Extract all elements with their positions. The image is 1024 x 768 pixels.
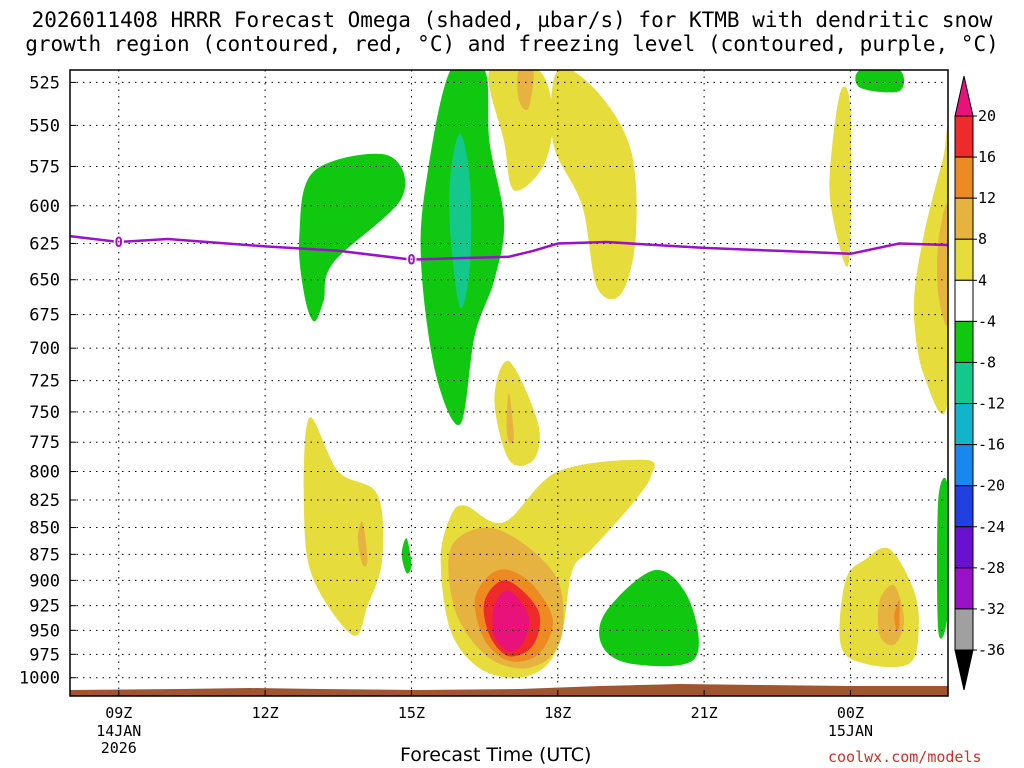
omega-region-pos20-21 — [492, 590, 530, 652]
x-tick-label-18Z: 18Z — [544, 704, 571, 722]
omega-region-pos4-13 — [494, 360, 540, 467]
plot-frame — [69, 69, 949, 697]
colorbar-label--16: -16 — [978, 436, 1005, 454]
colorbar-label--32: -32 — [978, 600, 1005, 618]
colorbar-legend: 20 16 12 8 4 -4 -8 -12 -16 -20 -24 -28 -32 -36 — [954, 75, 1005, 691]
freezing-label-bg — [113, 234, 124, 250]
y-tick-label-575: 575 — [29, 157, 60, 177]
colorbar-label--24: -24 — [978, 518, 1005, 536]
colorbar-label--28: -28 — [978, 559, 1005, 577]
omega-region-pos4-11 — [913, 124, 948, 415]
y-axis: 525 550 575 600 625 650 675 700 725 750 775 800 825 8… — [19, 73, 76, 689]
colorbar-label--20: -20 — [978, 477, 1005, 495]
y-tick-label-625: 625 — [29, 234, 60, 254]
freezing-label-bg — [406, 251, 417, 267]
colorbar-band-5 — [954, 279, 974, 322]
chart-title-line-2: growth region (contoured, red, °C) and f… — [25, 32, 999, 56]
omega-region-pos8-14 — [506, 393, 514, 444]
y-tick-label-725: 725 — [29, 372, 60, 392]
omega-region-neg12-2 — [449, 133, 472, 309]
omega-region-pos4-10 — [829, 86, 852, 267]
colorbar-band-3 — [954, 197, 974, 240]
y-tick-label-750: 750 — [29, 403, 60, 423]
omega-shaded-regions — [298, 70, 948, 678]
source-credit[interactable]: coolwx.com/models — [828, 748, 982, 766]
colorbar-band-7 — [954, 361, 974, 405]
y-tick-label-775: 775 — [29, 433, 60, 453]
colorbar-band-1 — [954, 115, 974, 158]
colorbar-label--8: -8 — [978, 353, 996, 371]
colorbar-label--36: -36 — [978, 641, 1005, 659]
colorbar-band-12 — [954, 567, 974, 610]
x-tick-label-12Z: 12Z — [252, 704, 279, 722]
omega-region-neg8-0 — [298, 153, 406, 322]
terrain-surface — [70, 684, 948, 696]
grid-lines — [70, 70, 948, 696]
x-tick-year-09Z: 2026 — [101, 739, 137, 757]
omega-region-neg8-4 — [599, 569, 699, 667]
omega-region-pos8-8 — [517, 70, 534, 111]
omega-region-neg8-5 — [401, 538, 412, 574]
colorbar-label-20: 20 — [978, 107, 996, 125]
colorbar-label-8: 8 — [978, 230, 987, 248]
colorbar-bottom-arrow — [954, 649, 974, 691]
freezing-level-line — [69, 234, 949, 261]
colorbar-label--12: -12 — [978, 395, 1005, 413]
colorbar-band-6 — [954, 320, 974, 363]
colorbar-band-10 — [954, 485, 974, 528]
colorbar-label-4: 4 — [978, 271, 987, 289]
x-tick-date-00Z: 15JAN — [828, 722, 873, 740]
y-tick-label-525: 525 — [29, 73, 60, 93]
x-tick-label-09Z: 09Z — [105, 704, 132, 722]
freezing-level-label: 0 — [407, 253, 415, 269]
y-tick-label-1000: 1000 — [19, 669, 60, 689]
y-tick-label-850: 850 — [29, 519, 60, 539]
x-tick-date-09Z: 14JAN — [96, 722, 141, 740]
omega-region-pos4-7 — [488, 70, 553, 191]
colorbar-label-12: 12 — [978, 189, 996, 207]
y-tick-label-800: 800 — [29, 463, 60, 483]
x-axis-title: Forecast Time (UTC) — [400, 744, 592, 766]
freezing-level-label: 0 — [115, 235, 123, 251]
x-tick-label-21Z: 21Z — [691, 704, 718, 722]
freezing-level-contour: 00 — [69, 234, 949, 269]
y-tick-label-950: 950 — [29, 621, 60, 641]
colorbar-band-9 — [954, 444, 974, 487]
y-tick-label-875: 875 — [29, 545, 60, 565]
omega-region-pos12-24 — [894, 600, 900, 631]
x-tick-label-00Z: 00Z — [837, 704, 864, 722]
colorbar-band-13 — [954, 608, 974, 651]
colorbar-band-4 — [954, 238, 974, 281]
colorbar-band-8 — [954, 403, 974, 446]
y-tick-label-975: 975 — [29, 645, 60, 665]
y-tick-label-925: 925 — [29, 597, 60, 617]
y-tick-label-700: 700 — [29, 339, 60, 359]
colorbar-label-16: 16 — [978, 148, 996, 166]
y-tick-label-825: 825 — [29, 491, 60, 511]
y-tick-label-600: 600 — [29, 197, 60, 217]
colorbar-label--4: -4 — [978, 312, 996, 330]
colorbar-band-11 — [954, 526, 974, 569]
colorbar-band-2 — [954, 156, 974, 199]
chart-title-line-1: 2026011408 HRRR Forecast Omega (shaded, … — [31, 8, 993, 32]
colorbar-top-arrow — [954, 75, 974, 117]
y-tick-label-650: 650 — [29, 271, 60, 291]
omega-region-pos8-12 — [937, 203, 948, 326]
y-tick-label-900: 900 — [29, 571, 60, 591]
y-tick-label-675: 675 — [29, 306, 60, 326]
omega-region-pos8-16 — [357, 521, 368, 567]
x-tick-label-15Z: 15Z — [398, 704, 425, 722]
omega-region-neg8-3 — [855, 70, 905, 93]
y-tick-label-550: 550 — [29, 116, 60, 136]
omega-region-neg8-6 — [937, 477, 948, 639]
